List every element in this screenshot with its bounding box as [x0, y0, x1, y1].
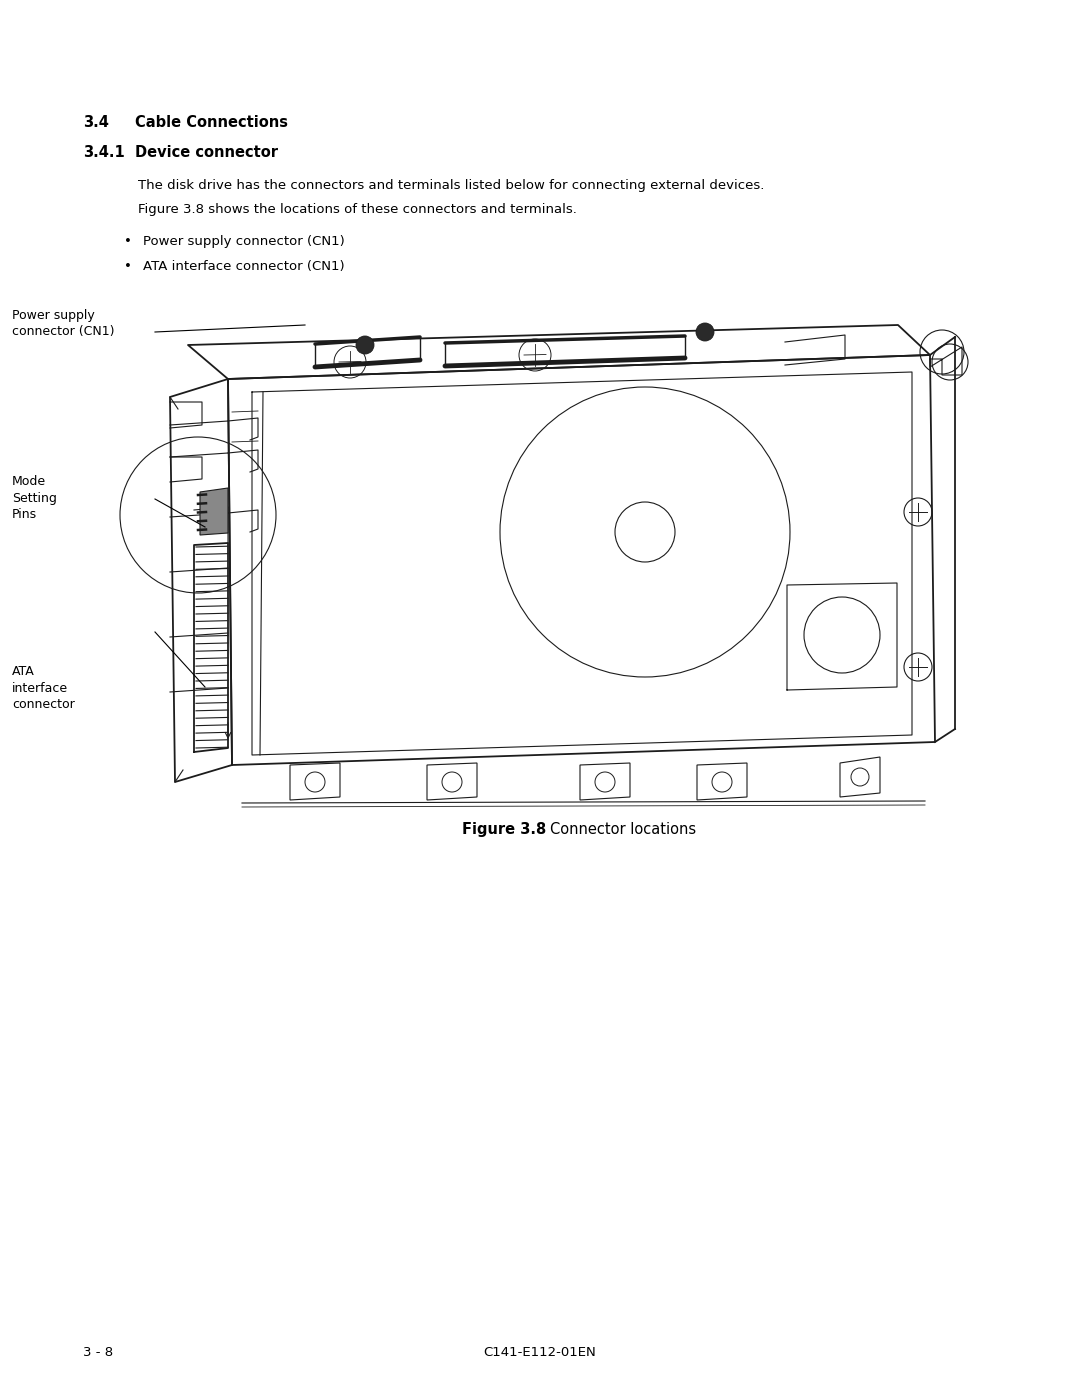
- Text: 3 - 8: 3 - 8: [83, 1345, 113, 1359]
- Polygon shape: [200, 488, 228, 535]
- Text: •: •: [124, 260, 132, 272]
- Text: Connector locations: Connector locations: [550, 821, 697, 837]
- Text: ATA
interface
connector: ATA interface connector: [12, 665, 75, 711]
- Text: 3.4: 3.4: [83, 115, 109, 130]
- Text: Device connector: Device connector: [135, 145, 278, 161]
- Text: •: •: [124, 235, 132, 249]
- Text: Power supply connector (CN1): Power supply connector (CN1): [143, 235, 345, 249]
- Text: The disk drive has the connectors and terminals listed below for connecting exte: The disk drive has the connectors and te…: [138, 179, 765, 191]
- Text: Power supply
connector (CN1): Power supply connector (CN1): [12, 309, 114, 338]
- Text: 3.4.1: 3.4.1: [83, 145, 125, 161]
- Text: Cable Connections: Cable Connections: [135, 115, 288, 130]
- Text: ATA interface connector (CN1): ATA interface connector (CN1): [143, 260, 345, 272]
- Text: Figure 3.8: Figure 3.8: [462, 821, 546, 837]
- Circle shape: [356, 337, 374, 353]
- Circle shape: [696, 323, 714, 341]
- Text: Figure 3.8 shows the locations of these connectors and terminals.: Figure 3.8 shows the locations of these …: [138, 203, 577, 217]
- Text: Mode
Setting
Pins: Mode Setting Pins: [12, 475, 57, 521]
- Text: C141-E112-01EN: C141-E112-01EN: [484, 1345, 596, 1359]
